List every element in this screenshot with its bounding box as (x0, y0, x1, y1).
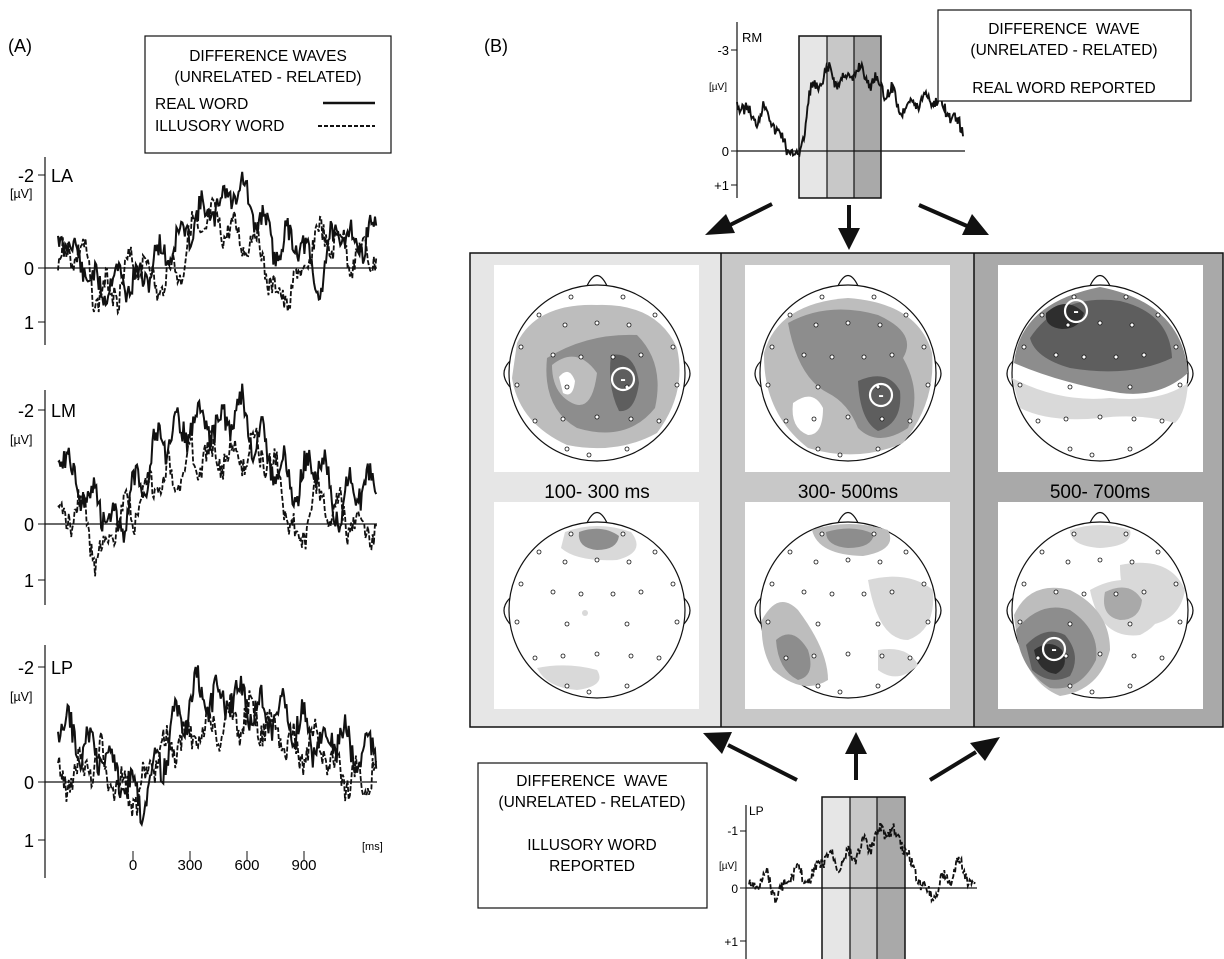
scalp-map-illusory-100-300 (503, 511, 691, 699)
series-illusory-word (748, 823, 976, 904)
chart-lm: -2 LM [µV] 0 1 (10, 383, 378, 605)
window-shade-3 (854, 36, 881, 198)
legend-line2: (UNRELATED - RELATED) (970, 42, 1157, 59)
panel-a-label: (A) (8, 36, 32, 56)
legend-title-line2: (UNRELATED - RELATED) (174, 69, 361, 86)
series-real-word (57, 383, 378, 543)
chart-lp-bottom-tick: 1 (24, 831, 34, 851)
legend-line3: ILLUSORY WORD (527, 837, 657, 854)
window-label-2: 300- 500ms (798, 482, 898, 503)
legend-line4: REPORTED (549, 858, 635, 875)
chart-la: -2 LA [µV] 0 1 (10, 157, 378, 345)
chart-lp-zero-tick: 0 (24, 773, 34, 793)
chart-rm-zero-tick: 0 (722, 144, 729, 159)
chart-lp2-electrode: LP (749, 804, 764, 818)
chart-lm-zero-tick: 0 (24, 515, 34, 535)
scalp-map-real-500-700: - (1006, 274, 1194, 462)
x-unit-label: [ms] (362, 841, 383, 853)
chart-lp2-unit: [µV] (719, 861, 737, 872)
negativity-marker (868, 382, 894, 408)
chart-la-top-tick: -2 (18, 166, 34, 186)
chart-lp2-bottom-tick: +1 (724, 935, 738, 949)
negativity-marker-sign: - (878, 387, 883, 404)
chart-rm-electrode: RM (742, 30, 762, 45)
negativity-marker-sign: - (620, 371, 625, 388)
chart-lp-illusory: LP -1 [µV] 0 +1 (719, 796, 977, 959)
chart-lp-top-tick: -2 (18, 658, 34, 678)
legend-illusory-word-label: ILLUSORY WORD (155, 118, 285, 135)
scalp-map-real-300-500: - (754, 274, 942, 462)
negativity-marker-sign: - (1051, 641, 1056, 658)
chart-lm-electrode: LM (51, 401, 76, 421)
chart-la-electrode: LA (51, 166, 73, 186)
chart-la-bottom-tick: 1 (24, 313, 34, 333)
window-shade-2 (850, 797, 877, 959)
scalp-map-illusory-500-700: - (1006, 511, 1194, 699)
arrows-bottom (703, 732, 1000, 782)
chart-lp-unit: [µV] (10, 690, 33, 704)
legend-illusory-word-reported: DIFFERENCE WAVE (UNRELATED - RELATED) IL… (477, 762, 708, 909)
chart-rm-top-tick: -3 (717, 43, 729, 58)
chart-lm-bottom-tick: 1 (24, 571, 34, 591)
x-tick-label: 300 (177, 857, 202, 874)
window-shade-2 (827, 36, 854, 198)
scalp-map-real-100-300: - (503, 274, 691, 462)
legend-line3: REAL WORD REPORTED (972, 80, 1155, 97)
negativity-marker (610, 366, 636, 392)
chart-rm-bottom-tick: +1 (714, 178, 729, 193)
chart-la-zero-tick: 0 (24, 259, 34, 279)
panel-a-x-axis: 0 300 600 900 [ms] (129, 841, 383, 874)
scalp-map-illusory-300-500 (754, 511, 942, 699)
x-tick-label: 900 (291, 857, 316, 874)
window-shade-3 (877, 797, 905, 959)
window-shade-1 (799, 36, 827, 198)
legend-line2: (UNRELATED - RELATED) (498, 794, 685, 811)
series-real-word (57, 171, 378, 308)
series-real-word (57, 665, 378, 827)
negativity-marker-sign: - (1073, 303, 1078, 320)
x-tick-label: 0 (129, 857, 137, 874)
negativity-marker (1063, 298, 1089, 324)
window-shade-1 (822, 797, 850, 959)
chart-rm-unit: [µV] (709, 82, 727, 93)
chart-lp2-zero-tick: 0 (731, 882, 738, 896)
legend-real-word-label: REAL WORD (155, 96, 248, 113)
chart-lm-top-tick: -2 (18, 401, 34, 421)
legend-real-word-reported: DIFFERENCE WAVE (UNRELATED - RELATED) RE… (937, 9, 1192, 102)
chart-lp-electrode: LP (51, 658, 73, 678)
window-label-1: 100- 300 ms (544, 482, 650, 503)
series-illusory-word (57, 196, 378, 316)
window-label-3: 500- 700ms (1050, 482, 1150, 503)
chart-lp: -2 LP [µV] 0 1 (10, 645, 378, 878)
chart-la-unit: [µV] (10, 187, 33, 201)
chart-lp2-top-tick: -1 (727, 824, 738, 838)
series-real-word (736, 60, 964, 158)
legend-line1: DIFFERENCE WAVE (516, 773, 668, 790)
series-illusory-word (57, 427, 378, 577)
arrows-top (705, 202, 989, 250)
legend-title-line1: DIFFERENCE WAVES (189, 48, 347, 65)
panel-b-label: (B) (484, 36, 508, 56)
legend-line1: DIFFERENCE WAVE (988, 21, 1140, 38)
series-illusory-word (57, 690, 378, 817)
chart-rm: RM -3 [µV] 0 +1 (709, 22, 965, 199)
chart-lm-unit: [µV] (10, 433, 33, 447)
panel-a-legend: DIFFERENCE WAVES (UNRELATED - RELATED) R… (144, 35, 392, 154)
negativity-marker (1041, 636, 1067, 662)
x-tick-label: 600 (234, 857, 259, 874)
